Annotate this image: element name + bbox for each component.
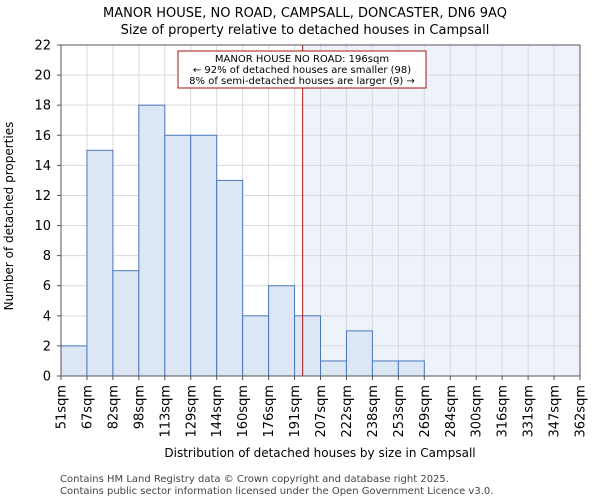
y-axis-label: Number of detached properties <box>2 122 16 311</box>
bar-176sqm <box>268 285 296 377</box>
chart-title: MANOR HOUSE, NO ROAD, CAMPSALL, DONCASTE… <box>103 6 507 21</box>
y-tick-label: 4 <box>43 309 51 324</box>
bar-160sqm <box>242 315 270 377</box>
marker-annotation: MANOR HOUSE NO ROAD: 196sqm ← 92% of det… <box>177 50 427 89</box>
y-tick-label: 22 <box>34 39 51 54</box>
y-tick-label: 12 <box>34 189 51 204</box>
x-tick-label: 238sqm <box>366 385 381 438</box>
bar-253sqm <box>397 360 425 377</box>
bar-238sqm <box>371 360 399 377</box>
bar-144sqm <box>216 179 244 377</box>
x-tick-label: 269sqm <box>418 385 433 438</box>
x-tick-label: 253sqm <box>392 385 407 438</box>
bar-113sqm <box>164 134 192 377</box>
x-tick-label: 82sqm <box>106 385 121 429</box>
x-tick-label: 300sqm <box>470 385 485 438</box>
x-axis-label: Distribution of detached houses by size … <box>164 446 475 460</box>
annotation-line-1: MANOR HOUSE NO ROAD: 196sqm <box>215 54 389 65</box>
x-tick-label: 331sqm <box>522 385 537 438</box>
x-tick-label: 191sqm <box>288 385 303 438</box>
bar-207sqm <box>320 360 347 377</box>
chart-subtitle: Size of property relative to detached ho… <box>121 23 490 38</box>
annotation-line-2: ← 92% of detached houses are smaller (98… <box>193 65 411 76</box>
x-tick-label: 67sqm <box>80 385 95 429</box>
y-tick-label: 6 <box>43 279 51 294</box>
bar-222sqm <box>345 330 373 377</box>
x-tick-label: 207sqm <box>314 385 329 438</box>
bar-191sqm <box>294 315 321 377</box>
y-tick-label: 18 <box>34 99 51 114</box>
x-tick-label: 144sqm <box>210 385 225 438</box>
footer-line-2: Contains public sector information licen… <box>60 486 493 497</box>
x-tick-label: 284sqm <box>444 385 459 438</box>
footer-line-1: Contains HM Land Registry data © Crown c… <box>60 474 449 485</box>
x-tick-label: 113sqm <box>158 385 173 438</box>
bar-67sqm <box>86 149 114 377</box>
annotation-line-3: 8% of semi-detached houses are larger (9… <box>189 76 415 87</box>
bar-98sqm <box>138 104 166 377</box>
y-tick-label: 16 <box>34 129 51 144</box>
annotation-box <box>177 50 427 89</box>
bar-51sqm <box>60 345 88 377</box>
bar-129sqm <box>190 134 218 377</box>
x-tick-label: 176sqm <box>262 385 277 438</box>
x-tick-label: 51sqm <box>55 385 70 429</box>
y-tick-label: 14 <box>34 159 51 174</box>
y-tick-label: 2 <box>43 339 51 354</box>
y-tick-label: 10 <box>34 219 51 234</box>
x-tick-label: 160sqm <box>236 385 251 438</box>
y-tick-label: 20 <box>34 69 51 84</box>
larger-region-shade <box>302 45 580 376</box>
x-tick-label: 98sqm <box>132 385 147 429</box>
x-tick-label: 129sqm <box>184 385 199 438</box>
x-tick-label: 316sqm <box>496 385 511 438</box>
y-tick-label: 8 <box>43 249 51 264</box>
x-tick-label: 222sqm <box>340 385 355 438</box>
x-tick-label: 347sqm <box>548 385 563 438</box>
x-tick-label: 362sqm <box>574 385 589 438</box>
y-tick-label: 0 <box>43 370 51 385</box>
bar-82sqm <box>112 270 140 377</box>
